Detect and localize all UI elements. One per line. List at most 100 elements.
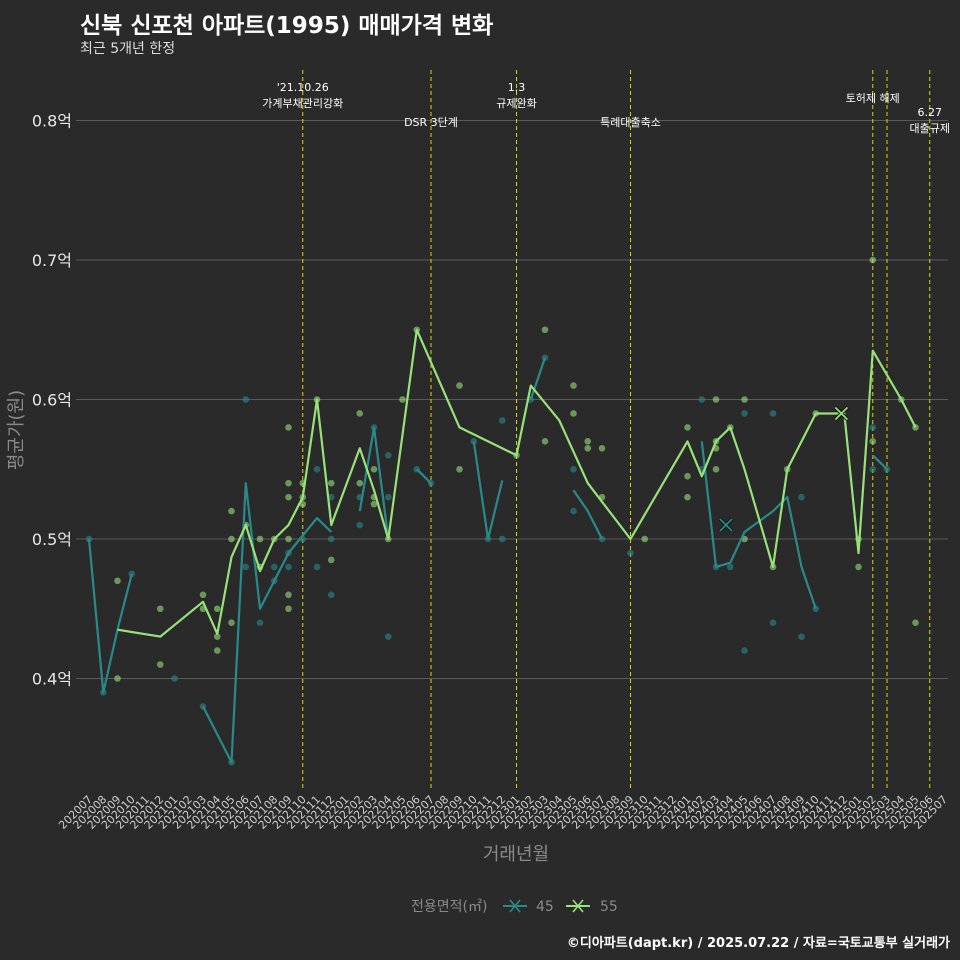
data-point-55 bbox=[228, 619, 235, 626]
event-label: 규제완화 bbox=[496, 97, 536, 110]
series-line-45 bbox=[87, 357, 888, 764]
data-point-45 bbox=[242, 563, 250, 571]
data-point-55 bbox=[114, 577, 121, 585]
data-point-55 bbox=[584, 438, 592, 445]
data-point-55 bbox=[399, 396, 406, 403]
data-point-55 bbox=[541, 326, 549, 334]
event-label: 특례대출축소 bbox=[600, 116, 661, 129]
x-markers bbox=[718, 406, 849, 533]
data-point-55 bbox=[855, 563, 862, 571]
data-point-45 bbox=[498, 417, 506, 424]
data-point-55 bbox=[684, 493, 691, 501]
legend-title: 전용면적(㎡) bbox=[411, 899, 487, 915]
data-point-55 bbox=[228, 535, 235, 543]
data-point-55 bbox=[456, 382, 463, 389]
source-caption: ©디아파트(dapt.kr) / 2025.07.22 / 자료=국토교통부 실… bbox=[566, 936, 950, 951]
data-point-55 bbox=[356, 410, 364, 417]
event-label: 1.3 bbox=[508, 81, 526, 94]
data-point-45 bbox=[869, 465, 877, 473]
event-label: DSR 3단계 bbox=[404, 116, 458, 129]
data-point-55 bbox=[912, 619, 919, 626]
data-point-55 bbox=[741, 396, 748, 403]
data-point-45 bbox=[171, 675, 178, 682]
data-point-55 bbox=[541, 438, 549, 445]
legend-key-45 bbox=[503, 899, 527, 913]
data-point-55 bbox=[570, 382, 577, 389]
data-point-55 bbox=[684, 472, 691, 480]
data-point-45 bbox=[470, 438, 478, 445]
data-point-55 bbox=[712, 465, 720, 473]
y-tick-label: 0.4억 bbox=[32, 670, 72, 689]
data-point-45 bbox=[769, 410, 777, 417]
y-axis-label: 평균가(원) bbox=[6, 390, 27, 470]
data-point-55 bbox=[869, 256, 877, 264]
y-tick-label: 0.5억 bbox=[32, 530, 72, 549]
legend-key-55 bbox=[566, 899, 590, 913]
data-point-55 bbox=[156, 605, 164, 613]
data-point-55 bbox=[285, 424, 292, 431]
data-point-45 bbox=[384, 633, 392, 640]
data-point-45 bbox=[769, 619, 777, 626]
x-marker-55 bbox=[834, 406, 849, 421]
legend-label-55: 55 bbox=[600, 899, 618, 915]
data-point-55 bbox=[584, 445, 592, 452]
data-point-45 bbox=[570, 507, 577, 515]
chart-subtitle: 최근 5개년 한정 bbox=[80, 41, 176, 57]
data-point-55 bbox=[327, 479, 335, 487]
data-point-55 bbox=[256, 535, 264, 543]
data-point-55 bbox=[285, 493, 292, 501]
data-point-55 bbox=[285, 591, 292, 599]
y-tick-label: 0.8억 bbox=[32, 112, 72, 131]
data-point-55 bbox=[370, 465, 378, 473]
series-lines bbox=[87, 328, 917, 764]
data-point-55 bbox=[213, 605, 221, 613]
data-point-55 bbox=[285, 535, 292, 543]
x-axis-label: 거래년월 bbox=[483, 844, 549, 865]
event-label: 대출규제 bbox=[910, 122, 950, 135]
event-label: 6.27 bbox=[918, 106, 943, 119]
y-tick-label: 0.7억 bbox=[32, 251, 72, 270]
series-line-55 bbox=[117, 328, 917, 638]
data-point-45 bbox=[128, 570, 136, 578]
data-point-45 bbox=[270, 563, 278, 571]
data-point-45 bbox=[741, 647, 748, 654]
data-point-45 bbox=[313, 563, 321, 571]
x-tick-labels: 2020072020082020092020102020112020122021… bbox=[56, 793, 950, 832]
data-point-55 bbox=[684, 424, 691, 431]
data-point-55 bbox=[570, 410, 577, 417]
x-marker-45 bbox=[719, 518, 733, 532]
data-point-45 bbox=[313, 465, 321, 473]
event-label: 토허제 해제 bbox=[846, 91, 900, 105]
data-point-55 bbox=[598, 445, 606, 452]
data-point-45 bbox=[327, 591, 335, 599]
chart-title: 신북 신포천 아파트(1995) 매매가격 변화 bbox=[80, 13, 494, 39]
data-point-55 bbox=[285, 479, 292, 487]
data-point-45 bbox=[741, 410, 748, 417]
data-point-45 bbox=[384, 452, 392, 459]
y-tick-labels: 0.4억 0.5억 0.6억 0.7억 0.8억 bbox=[32, 112, 72, 689]
grid-lines bbox=[76, 120, 948, 679]
data-point-55 bbox=[213, 647, 221, 654]
data-point-45 bbox=[327, 493, 335, 501]
y-tick-label: 0.6억 bbox=[32, 391, 72, 410]
data-point-55 bbox=[456, 465, 463, 473]
data-point-55 bbox=[228, 507, 235, 515]
data-point-55 bbox=[641, 535, 649, 543]
data-point-55 bbox=[327, 556, 335, 564]
data-point-45 bbox=[627, 549, 634, 557]
data-point-45 bbox=[726, 563, 734, 571]
data-point-45 bbox=[256, 619, 264, 626]
data-point-45 bbox=[798, 633, 805, 640]
scatter-points bbox=[85, 256, 919, 766]
data-point-45 bbox=[798, 493, 805, 501]
data-point-45 bbox=[698, 396, 706, 403]
data-point-55 bbox=[213, 633, 221, 640]
data-point-45 bbox=[384, 493, 392, 501]
data-point-55 bbox=[869, 438, 877, 445]
data-point-55 bbox=[199, 591, 207, 599]
data-point-55 bbox=[156, 661, 164, 668]
data-point-45 bbox=[498, 535, 506, 543]
data-point-55 bbox=[114, 675, 121, 682]
event-label: '21.10.26 bbox=[277, 81, 329, 94]
data-point-55 bbox=[356, 479, 364, 487]
